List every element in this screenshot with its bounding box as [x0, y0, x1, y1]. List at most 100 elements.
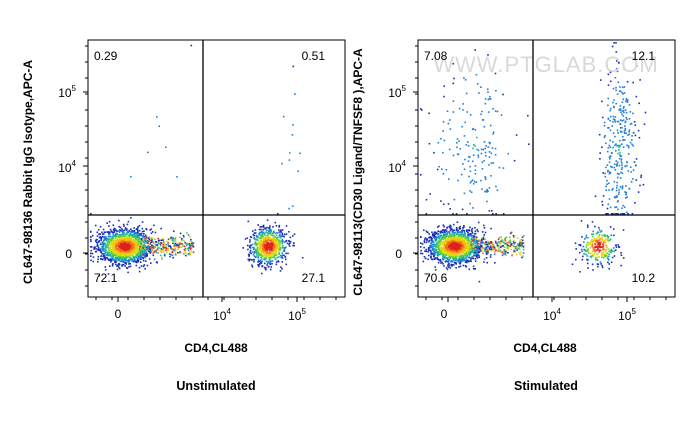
event-point: [271, 244, 274, 246]
x-axis-ticks: [95, 297, 337, 302]
event-point: [486, 261, 488, 264]
event-point: [586, 262, 589, 265]
event-point: [461, 259, 464, 262]
event-point: [470, 244, 473, 247]
event-point: [467, 237, 470, 240]
event-point: [265, 255, 267, 258]
event-point: [452, 257, 455, 260]
event-point: [463, 233, 466, 236]
event-point: [442, 241, 445, 244]
event-point: [469, 165, 471, 168]
event-point: [265, 241, 267, 243]
event-point: [277, 242, 280, 245]
event-point: [109, 258, 112, 260]
event-point: [150, 262, 152, 264]
event-point: [104, 266, 107, 268]
event-point: [602, 240, 605, 243]
event-point: [463, 135, 466, 137]
event-point: [454, 249, 457, 252]
event-point: [611, 166, 613, 168]
event-point: [146, 252, 149, 255]
event-point: [483, 141, 486, 143]
event-point: [490, 250, 493, 252]
event-point: [579, 244, 582, 246]
event-point: [278, 231, 281, 233]
event-point: [109, 265, 111, 267]
event-point: [469, 233, 471, 235]
event-point: [509, 243, 512, 245]
event-point: [472, 243, 474, 245]
event-point: [259, 252, 261, 255]
event-point: [439, 232, 442, 234]
event-point: [474, 230, 477, 232]
event-point: [464, 239, 466, 241]
event-point: [490, 241, 492, 243]
event-point: [288, 243, 290, 246]
event-point: [449, 229, 452, 232]
event-point: [454, 242, 456, 244]
event-point: [271, 253, 274, 256]
event-point: [439, 240, 441, 242]
event-point: [138, 266, 141, 269]
event-point: [459, 242, 462, 245]
event-point: [623, 86, 626, 88]
event-point: [583, 253, 585, 255]
event-point: [289, 236, 292, 239]
event-point: [133, 227, 135, 229]
event-point: [111, 236, 113, 239]
event-point: [594, 242, 596, 245]
event-point: [252, 246, 254, 249]
event-point: [182, 239, 185, 242]
event-point: [494, 72, 497, 75]
event-point: [583, 241, 585, 243]
event-point: [179, 251, 181, 253]
event-point: [601, 234, 603, 237]
event-point: [275, 238, 278, 240]
event-point: [467, 259, 469, 262]
quadrant-upper-right-value: 0.51: [302, 49, 326, 63]
event-point: [122, 253, 125, 256]
event-point: [425, 230, 428, 233]
event-point: [465, 247, 468, 249]
event-point: [261, 246, 263, 249]
event-point: [265, 247, 268, 250]
event-point: [474, 237, 476, 239]
event-point: [474, 268, 476, 270]
event-point: [591, 255, 594, 257]
event-point: [129, 238, 132, 240]
event-point: [481, 250, 483, 252]
event-point: [181, 243, 183, 245]
event-point: [482, 148, 485, 151]
event-point: [102, 233, 104, 235]
event-point: [132, 259, 135, 262]
event-point: [600, 230, 603, 232]
event-point: [466, 229, 468, 231]
event-point: [117, 265, 119, 267]
event-point: [454, 252, 457, 255]
event-point: [610, 249, 613, 252]
event-point: [464, 250, 466, 253]
event-point: [600, 263, 602, 265]
event-point: [126, 230, 129, 233]
event-point: [472, 254, 475, 257]
event-point: [621, 185, 624, 187]
event-point: [158, 241, 160, 244]
event-point: [460, 251, 462, 254]
event-point: [465, 256, 467, 258]
event-point: [594, 258, 597, 261]
event-point: [610, 261, 613, 264]
event-point: [129, 237, 131, 239]
event-point: [269, 249, 271, 252]
event-point: [267, 243, 270, 245]
event-point: [139, 255, 141, 257]
event-point: [119, 257, 121, 259]
event-point: [262, 242, 265, 245]
event-point: [494, 240, 497, 243]
event-point: [112, 243, 114, 246]
event-point: [452, 213, 454, 215]
event-point: [272, 239, 275, 241]
event-point: [259, 248, 261, 250]
event-point: [277, 250, 280, 252]
event-point: [106, 238, 109, 240]
event-point: [433, 250, 435, 253]
